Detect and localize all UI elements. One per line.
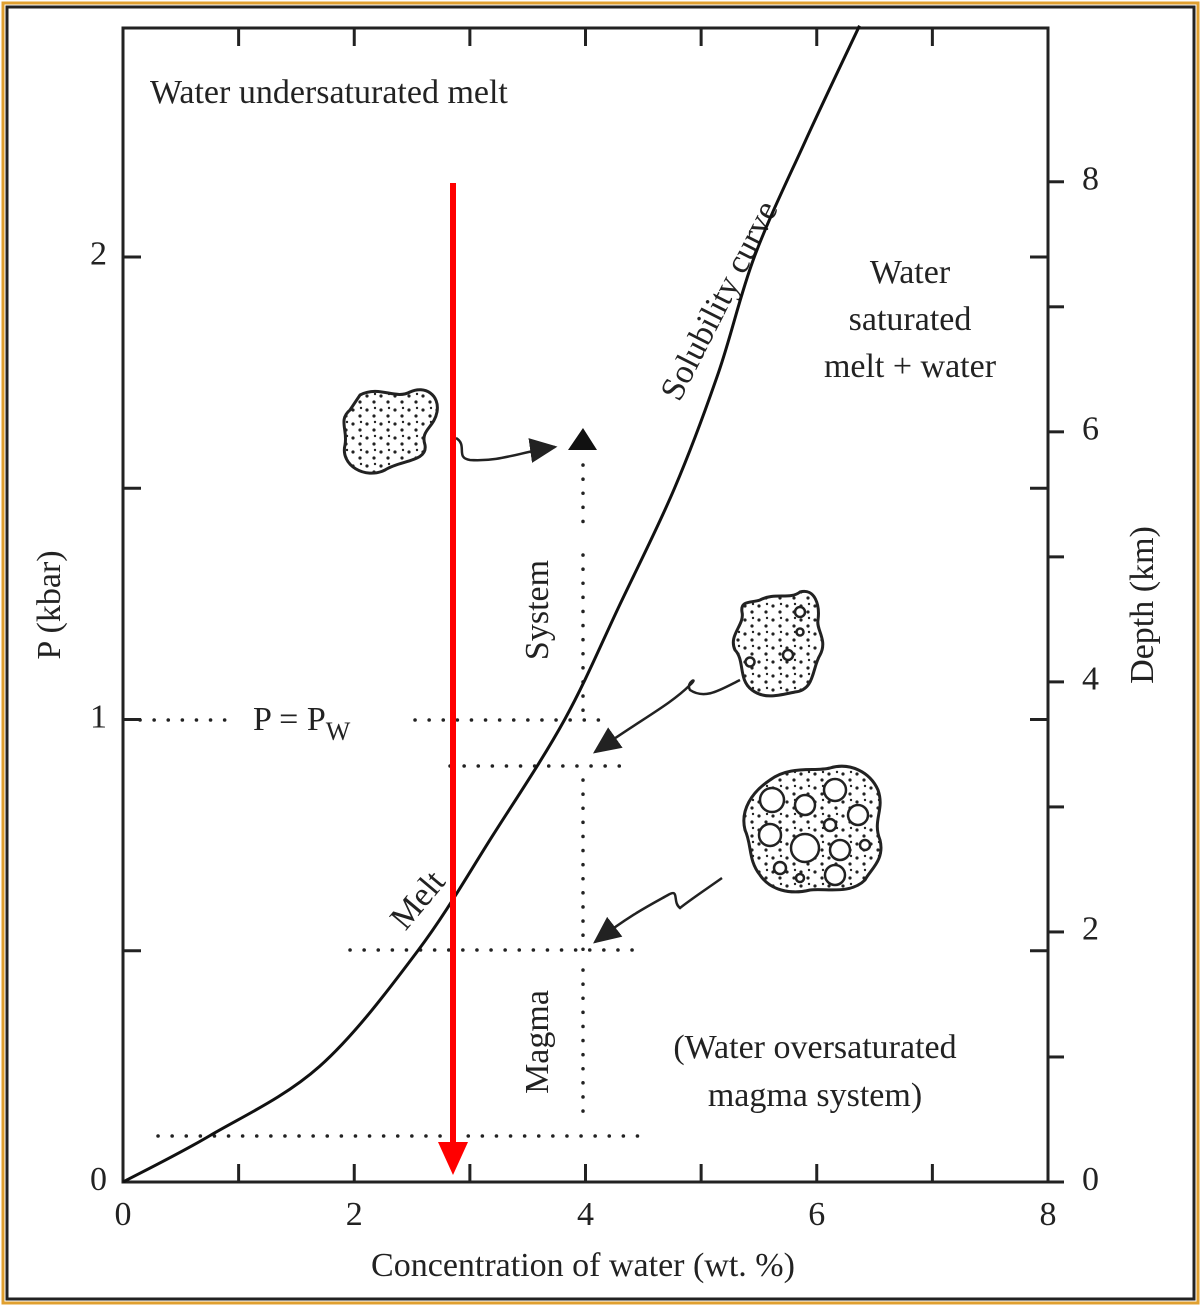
y-axis-title: P (kbar) xyxy=(31,550,68,659)
x-tick-label: 4 xyxy=(577,1196,594,1233)
arrow xyxy=(455,436,558,463)
y2-tick-label: 2 xyxy=(1082,911,1099,948)
x-tick-label: 0 xyxy=(115,1196,132,1233)
region-label-line: Water xyxy=(870,254,951,291)
inner-frame xyxy=(5,5,1196,1301)
y2-tick-label: 4 xyxy=(1082,661,1099,698)
region-label-line: saturated xyxy=(849,301,972,338)
guide-lines xyxy=(138,463,652,1138)
annotation-subscript: W xyxy=(326,717,351,746)
x-axis-title: Concentration of water (wt. %) xyxy=(371,1247,795,1284)
region-label-line: magma system) xyxy=(708,1077,922,1114)
bubbles-large xyxy=(757,777,872,887)
region-label: Water undersaturated melt xyxy=(150,74,508,111)
y2-tick-label: 0 xyxy=(1082,1161,1099,1198)
region-label: Water saturated melt + water xyxy=(824,254,997,385)
annotation: P = PW xyxy=(253,701,351,746)
region-label-line: melt + water xyxy=(824,348,997,385)
x-tick-label: 6 xyxy=(808,1196,825,1233)
bubbles-small xyxy=(744,605,807,668)
y-tick-label: 2 xyxy=(90,236,107,273)
region-label-line: (Water oversaturated xyxy=(673,1029,956,1066)
x-tick-label: 2 xyxy=(346,1196,363,1233)
blob-vesicular xyxy=(731,589,825,698)
y2-tick-label: 8 xyxy=(1082,161,1099,198)
arrow xyxy=(593,876,723,944)
arrow xyxy=(592,678,741,754)
y2-tick-label: 6 xyxy=(1082,411,1099,448)
system-marker xyxy=(568,428,597,450)
annotation-text: P = P xyxy=(253,701,326,738)
solubility-curve xyxy=(123,26,860,1182)
annotation: System xyxy=(519,560,556,660)
blob-melt xyxy=(342,388,439,475)
y-tick-label: 0 xyxy=(90,1161,107,1198)
x-tick-label: 8 xyxy=(1040,1196,1057,1233)
annotation: Magma xyxy=(519,990,556,1094)
y2-axis-title: Depth (km) xyxy=(1124,526,1161,684)
y-tick-label: 1 xyxy=(90,698,107,735)
